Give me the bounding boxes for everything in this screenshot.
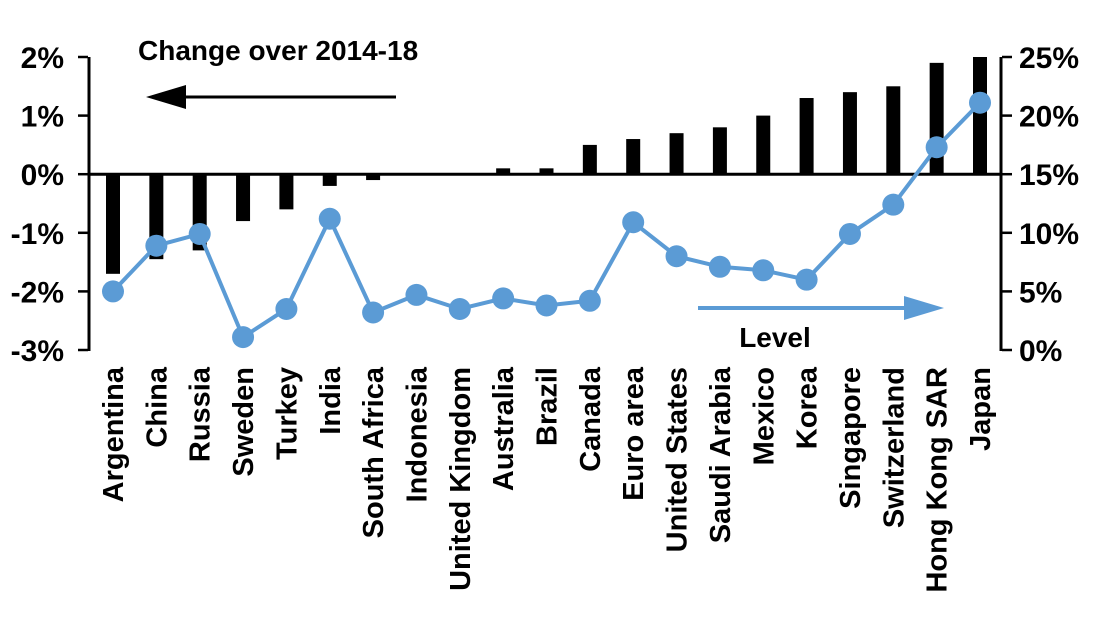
bar [279,174,294,210]
y-axis-right-tick-label: 25% [1019,42,1079,75]
category-label: Brazil [532,367,564,446]
bar [236,174,251,222]
category-label: Switzerland [878,367,910,528]
y-axis-left-tick-label: 2% [21,42,64,75]
bar [712,127,727,175]
y-axis-left-tick-label: 0% [21,159,64,192]
level-dot [925,136,948,159]
level-dot [145,234,168,257]
category-label: Canada [575,366,607,472]
level-dot [318,207,341,230]
line-series-annotation: Level [739,322,811,353]
y-axis-right-tick-label: 5% [1019,276,1062,309]
level-dot [838,222,861,245]
level-dot [492,287,515,310]
category-label: Saudi Arabia [705,366,737,543]
level-dot [622,211,645,234]
y-axis-left-tick-label: -1% [11,218,64,251]
level-dot [708,255,731,278]
category-label: Russia [185,366,217,462]
bar [106,174,120,274]
level-dot [448,297,471,320]
level-dot [188,222,211,245]
bar [842,92,857,175]
y-axis-left-tick-label: -3% [11,335,64,368]
level-dot [969,91,991,114]
category-label: Argentina [98,366,130,502]
category-label: Indonesia [401,366,433,502]
level-dot [535,294,558,317]
y-axis-right-tick-label: 10% [1019,218,1079,251]
category-label: Singapore [835,367,867,509]
y-axis-right-tick-label: 0% [1019,335,1062,368]
bar [756,115,771,175]
bar [496,168,511,175]
category-label: United States [662,367,694,552]
bar [973,57,987,175]
category-label: Mexico [748,367,780,465]
category-label: Euro area [618,366,650,501]
level-dot [752,259,775,282]
bar [366,174,381,181]
level-dot [665,245,688,268]
category-label: India [315,366,347,435]
bar [626,139,641,175]
category-label: China [141,366,173,447]
category-label: Australia [488,366,520,491]
level-dot [578,289,601,312]
level-dot [275,297,298,320]
bar-series-annotation: Change over 2014-18 [138,35,419,66]
category-label: United Kingdom [445,367,477,591]
change-arrow-head [146,85,186,109]
bar [322,174,337,186]
bar [669,133,684,175]
y-axis-right-tick-label: 20% [1019,101,1079,134]
category-label: Korea [792,366,824,449]
bar [886,86,901,175]
category-label: Japan [965,367,997,451]
level-dot [362,301,385,324]
bar [582,144,597,175]
y-axis-left-tick-label: 1% [21,101,64,134]
category-label: Sweden [228,367,260,477]
level-arrow-head [904,296,944,320]
y-axis-left-tick-label: -2% [11,276,64,309]
bar [799,98,814,175]
category-label: Hong Kong SAR [922,367,954,593]
level-dot [795,268,818,291]
category-label: South Africa [358,366,390,538]
level-dot [882,193,905,216]
y-axis-right-tick-label: 15% [1019,159,1079,192]
level-dot [102,280,124,303]
bar [539,168,554,175]
level-dot [405,283,428,306]
category-label: Turkey [271,367,303,460]
level-dot [232,326,255,349]
